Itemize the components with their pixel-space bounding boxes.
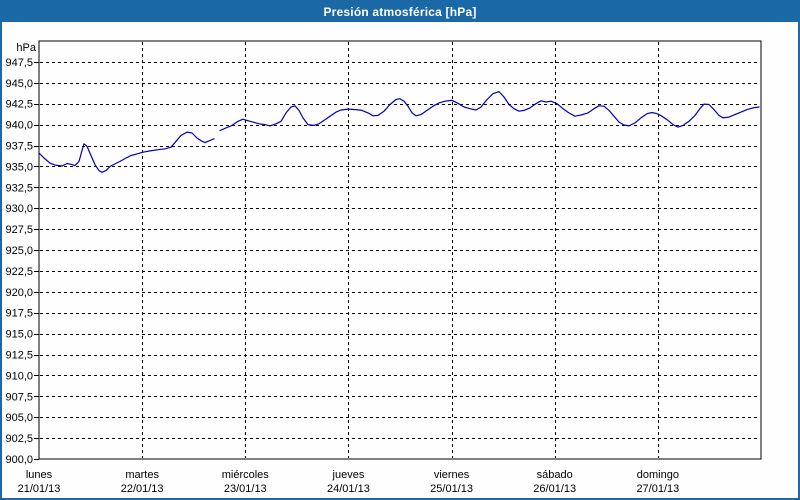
x-day-date: 24/01/13	[327, 483, 370, 495]
y-tick-label: 900,0	[5, 454, 33, 466]
chart-title: Presión atmosférica [hPa]	[323, 5, 477, 19]
pressure-chart-svg: 947,5 945,0 942,5 940,0 937,5 935,0 932,5 930,0…	[5, 40, 762, 495]
x-day-name: lunes	[26, 469, 53, 481]
x-day-name: jueves	[332, 469, 365, 481]
y-tick-label: 922,5	[5, 266, 33, 278]
y-tick-label: 937,5	[5, 141, 33, 153]
y-tick-label: 920,0	[5, 287, 33, 299]
y-tick-label: 905,0	[5, 412, 33, 424]
y-tick-label: 917,5	[5, 308, 33, 320]
chart-area: 947,5 945,0 942,5 940,0 937,5 935,0 932,5 930,0…	[2, 22, 798, 498]
x-day-name: domingo	[637, 469, 679, 481]
y-tick-label: 907,5	[5, 391, 33, 403]
title-bar: Presión atmosférica [hPa]	[2, 2, 798, 22]
x-day-labels: lunes 21/01/13 martes 22/01/13 miércoles 23/0…	[18, 469, 680, 495]
y-tick-label: 912,5	[5, 350, 33, 362]
y-tick-label: 930,0	[5, 203, 33, 215]
y-tick-label: 945,0	[5, 78, 33, 90]
x-day-name: sábado	[537, 469, 573, 481]
x-day-date: 26/01/13	[533, 483, 576, 495]
y-ticks	[34, 62, 39, 460]
y-tick-label: 910,0	[5, 370, 33, 382]
x-day-name: viernes	[434, 469, 470, 481]
x-day-name: martes	[125, 469, 159, 481]
y-gridlines	[40, 62, 760, 439]
x-day-date: 27/01/13	[636, 483, 679, 495]
y-tick-label: 947,5	[5, 57, 33, 69]
x-day-date: 25/01/13	[430, 483, 473, 495]
x-day-date: 21/01/13	[18, 483, 61, 495]
x-day-date: 22/01/13	[121, 483, 164, 495]
y-tick-labels: 947,5 945,0 942,5 940,0 937,5 935,0 932,5 930,0…	[5, 57, 33, 466]
pressure-line-segment	[38, 131, 215, 173]
y-tick-label: 942,5	[5, 99, 33, 111]
y-tick-label: 932,5	[5, 182, 33, 194]
y-tick-label: 940,0	[5, 120, 33, 132]
y-tick-label: 915,0	[5, 329, 33, 341]
y-tick-label: 927,5	[5, 224, 33, 236]
y-axis-unit-label: hPa	[16, 42, 36, 54]
y-tick-label: 902,5	[5, 433, 33, 445]
y-tick-label: 925,0	[5, 245, 33, 257]
pressure-line	[38, 90, 760, 173]
x-day-date: 23/01/13	[224, 483, 267, 495]
pressure-line-segment	[219, 90, 760, 132]
x-day-name: miércoles	[222, 469, 270, 481]
y-tick-label: 935,0	[5, 161, 33, 173]
